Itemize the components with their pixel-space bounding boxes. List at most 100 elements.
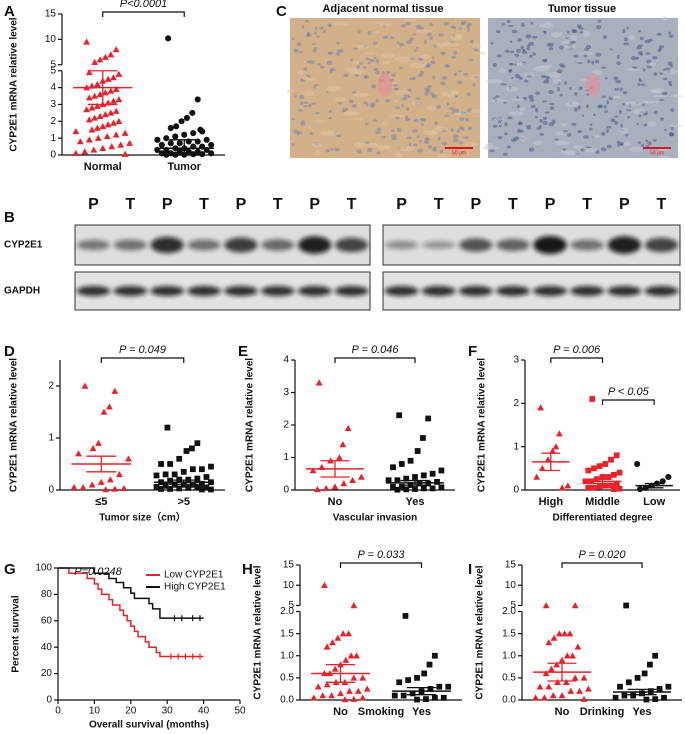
point bbox=[538, 464, 546, 472]
bracket bbox=[102, 11, 185, 17]
band bbox=[570, 286, 605, 296]
point bbox=[420, 435, 426, 441]
point bbox=[553, 661, 561, 668]
point bbox=[309, 467, 317, 474]
point bbox=[537, 404, 545, 411]
nucleus bbox=[602, 35, 608, 40]
nucleus bbox=[578, 86, 583, 91]
texture bbox=[380, 53, 395, 59]
category-label: No bbox=[333, 706, 348, 718]
nucleus bbox=[412, 128, 418, 133]
y-tick-label: 2.0 bbox=[280, 606, 294, 617]
y-tick-label: 15 bbox=[283, 560, 295, 571]
nucleus bbox=[322, 29, 327, 34]
texture bbox=[394, 152, 402, 158]
y-tick-label: 2 bbox=[50, 116, 56, 127]
point bbox=[353, 652, 360, 659]
nucleus bbox=[417, 148, 424, 153]
texture bbox=[381, 120, 389, 127]
nucleus bbox=[613, 76, 619, 81]
band bbox=[76, 239, 111, 251]
nucleus bbox=[540, 74, 547, 79]
nucleus bbox=[307, 104, 312, 108]
texture bbox=[433, 126, 449, 132]
nucleus bbox=[622, 103, 626, 106]
point bbox=[83, 106, 91, 113]
nucleus bbox=[367, 31, 371, 36]
band bbox=[297, 286, 332, 296]
nucleus bbox=[548, 46, 554, 51]
point bbox=[85, 94, 93, 101]
point bbox=[208, 486, 214, 493]
row-label: GAPDH bbox=[4, 286, 40, 297]
nucleus bbox=[291, 117, 295, 121]
point bbox=[342, 656, 350, 663]
panel-label: G bbox=[4, 561, 16, 578]
nucleus bbox=[382, 36, 386, 39]
annotation: P = 0.006 bbox=[553, 344, 601, 356]
texture bbox=[538, 23, 555, 28]
point bbox=[344, 424, 352, 431]
point bbox=[412, 474, 418, 480]
bracket bbox=[550, 357, 604, 363]
annotation: P = 0.046 bbox=[352, 344, 400, 356]
point bbox=[334, 634, 342, 641]
nucleus bbox=[502, 152, 508, 156]
band bbox=[384, 240, 419, 250]
nucleus bbox=[504, 132, 508, 136]
nucleus bbox=[531, 104, 536, 109]
nucleus bbox=[467, 126, 473, 131]
nucleus bbox=[406, 106, 409, 111]
band bbox=[532, 286, 568, 296]
point bbox=[319, 692, 327, 699]
point bbox=[591, 484, 597, 491]
point bbox=[88, 104, 96, 111]
texture bbox=[663, 69, 679, 75]
point bbox=[323, 643, 331, 650]
point bbox=[436, 683, 443, 690]
texture bbox=[366, 142, 379, 148]
point bbox=[111, 485, 119, 492]
point bbox=[167, 486, 174, 492]
nucleus bbox=[426, 63, 432, 68]
nucleus bbox=[427, 144, 433, 149]
point bbox=[165, 35, 172, 42]
point bbox=[85, 116, 93, 123]
point bbox=[405, 677, 412, 683]
band bbox=[458, 286, 493, 296]
point bbox=[571, 674, 579, 681]
point bbox=[75, 450, 82, 457]
nucleus bbox=[535, 127, 542, 130]
nucleus bbox=[640, 52, 643, 56]
nucleus bbox=[645, 139, 648, 143]
band bbox=[533, 236, 567, 254]
nucleus bbox=[606, 125, 612, 129]
nucleus bbox=[615, 80, 622, 84]
texture bbox=[565, 35, 578, 39]
point bbox=[314, 485, 321, 493]
nucleus bbox=[517, 122, 524, 125]
nucleus bbox=[623, 37, 628, 42]
bracket bbox=[100, 357, 185, 363]
nucleus bbox=[645, 52, 651, 55]
point bbox=[153, 472, 160, 479]
nucleus bbox=[626, 116, 630, 119]
point bbox=[331, 483, 339, 490]
nucleus bbox=[554, 138, 559, 141]
point bbox=[608, 482, 614, 489]
nucleus bbox=[573, 54, 579, 58]
point bbox=[585, 484, 592, 491]
lane-label: P bbox=[236, 196, 247, 213]
nucleus bbox=[564, 80, 567, 86]
nucleus bbox=[571, 122, 577, 126]
nucleus bbox=[457, 70, 462, 73]
point bbox=[203, 484, 210, 491]
point bbox=[102, 53, 109, 60]
nucleus bbox=[617, 142, 620, 147]
bracket bbox=[561, 562, 643, 568]
nucleus bbox=[356, 65, 360, 69]
point bbox=[345, 630, 352, 637]
nucleus bbox=[444, 114, 450, 117]
nucleus bbox=[437, 136, 441, 141]
